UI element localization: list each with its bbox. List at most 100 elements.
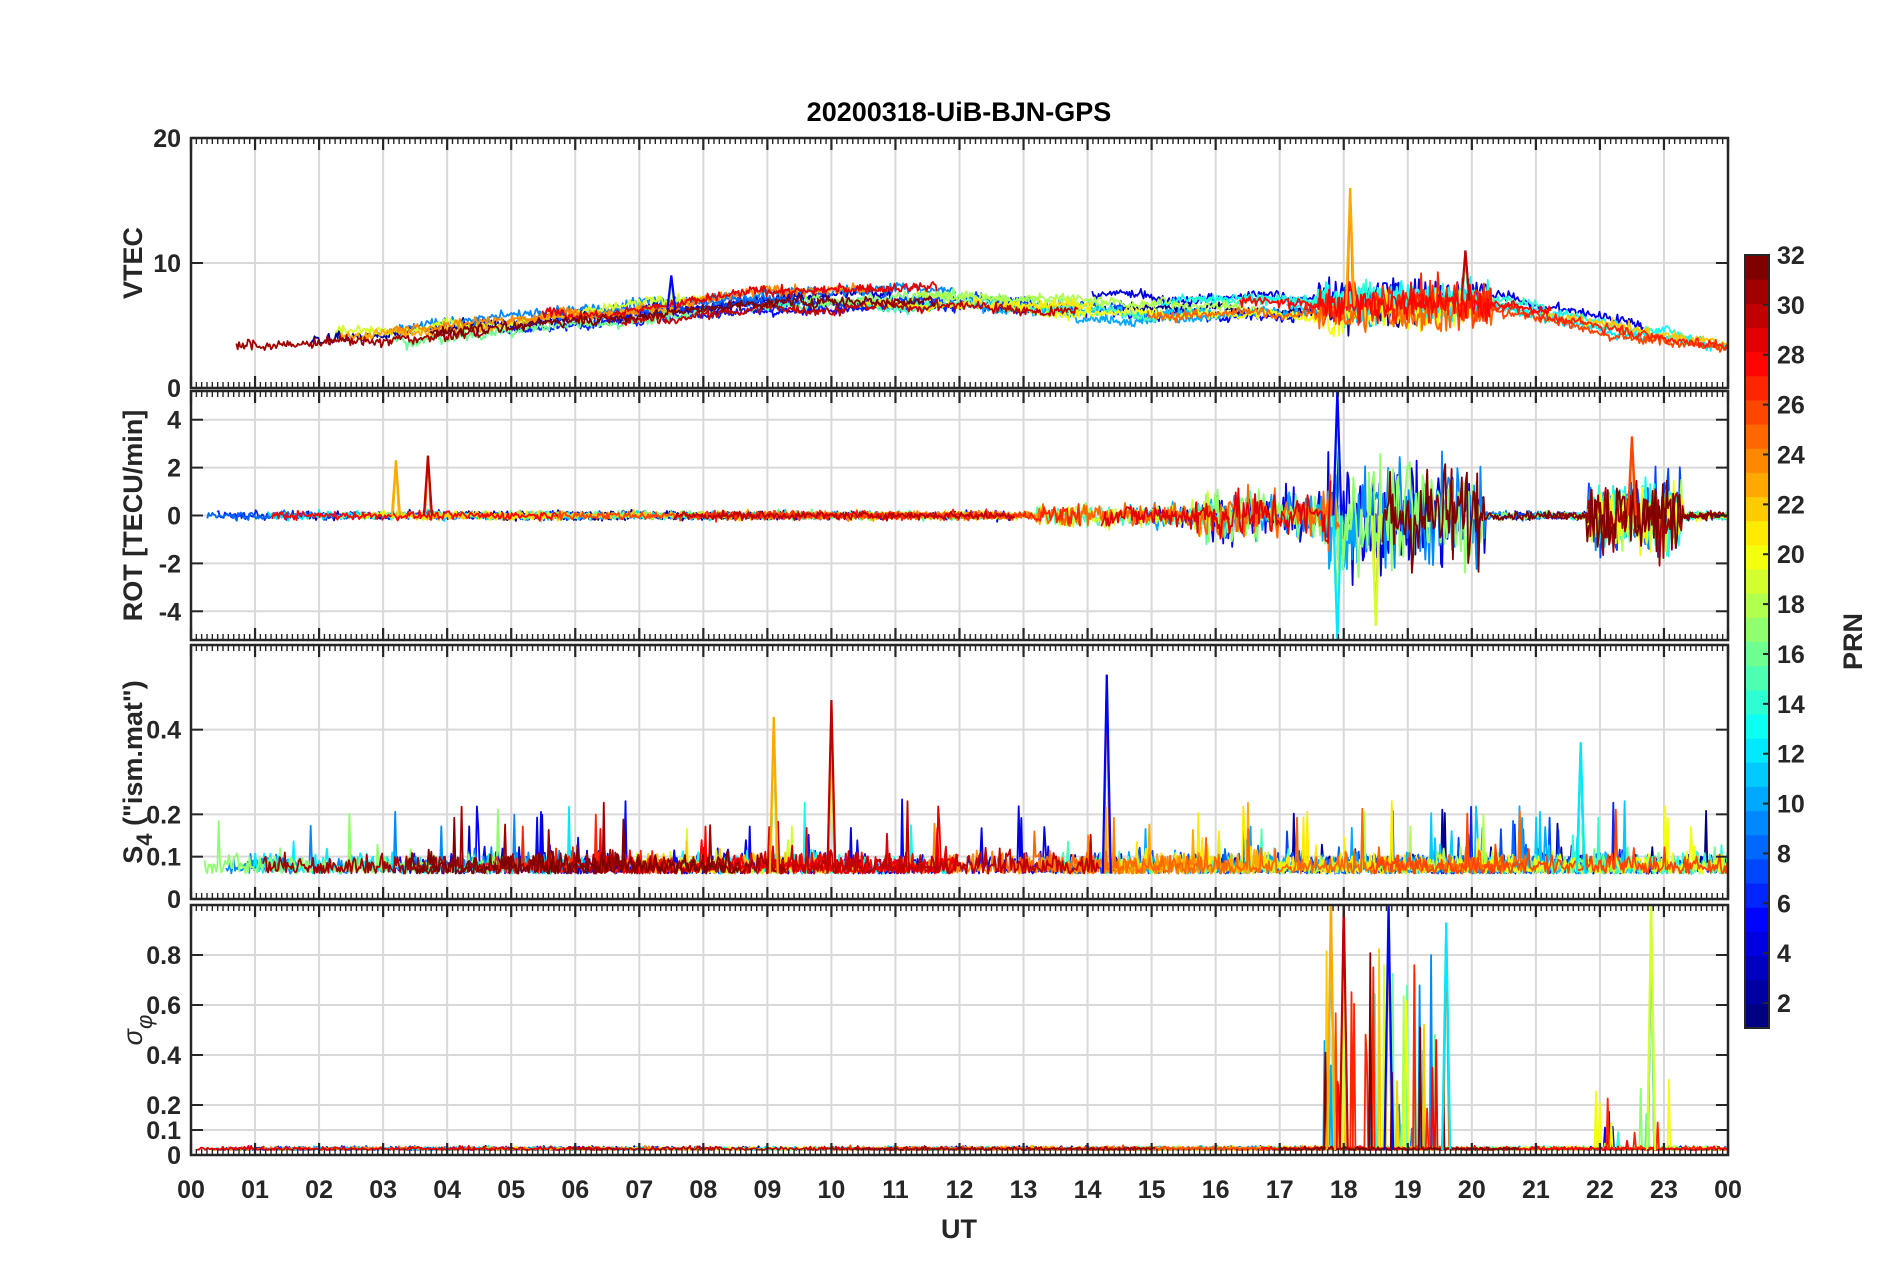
series-line-prn-18 xyxy=(915,290,1261,313)
colorbar-tick-label: 18 xyxy=(1777,591,1805,619)
colorbar-band xyxy=(1745,738,1769,763)
colorbar-band xyxy=(1745,544,1769,570)
colorbar-band xyxy=(1745,907,1769,932)
peak-mark xyxy=(1626,436,1638,516)
colorbar-tick-label: 28 xyxy=(1777,342,1805,370)
colorbar-tick-label: 14 xyxy=(1777,691,1805,719)
x-tick-label: 02 xyxy=(305,1176,333,1204)
colorbar-tick-label: 10 xyxy=(1777,791,1805,819)
colorbar-band xyxy=(1745,569,1769,594)
series-line-prn-32 xyxy=(429,294,936,338)
colorbar-tick-label: 4 xyxy=(1777,940,1791,968)
series-line-prn-29 xyxy=(541,280,938,322)
series-rot xyxy=(206,391,1728,640)
series-line-prn-28 xyxy=(1238,281,1552,325)
colorbar-band xyxy=(1745,955,1769,981)
series-s4 xyxy=(203,674,1728,875)
axes-s4: 0 0.1 0.2 0.4 xyxy=(146,643,1730,914)
axes-sigma: 00.10.2 0.4 0.6 0.8 xyxy=(146,903,1730,1170)
x-axis-label: UT xyxy=(941,1214,977,1244)
y-axis-label-rot: ROT [TECU/min] xyxy=(118,410,148,621)
x-tick-label: 16 xyxy=(1202,1176,1230,1204)
colorbar-tick-label: 32 xyxy=(1777,242,1805,270)
panel-s4: 0 0.1 0.2 0.4S4 ("ism.mat") xyxy=(118,643,1730,914)
peak-mark xyxy=(422,455,434,516)
colorbar-band xyxy=(1745,810,1769,836)
series-line-prn-31 xyxy=(235,328,487,352)
series-line-prn-8 xyxy=(206,509,460,522)
series-line-prn-32 xyxy=(1278,952,1520,1151)
y-tick-label: -2 xyxy=(159,550,181,578)
peak-mark xyxy=(1575,742,1586,874)
x-tick-label: 17 xyxy=(1266,1176,1294,1204)
peak-mark xyxy=(1441,922,1452,1151)
series-line-prn-32 xyxy=(408,816,740,875)
y-tick-label: 0 xyxy=(167,375,181,403)
y-tick-label: 0.2 xyxy=(146,1092,181,1120)
y-tick-label: 0.2 xyxy=(146,801,181,829)
colorbar-band xyxy=(1745,979,1769,1005)
colorbar-frame xyxy=(1744,254,1770,1029)
colorbar-band xyxy=(1745,858,1769,884)
peak-mark xyxy=(666,275,677,311)
axes-vtec: 0 10 20 xyxy=(153,125,1730,403)
peak-mark xyxy=(1101,674,1112,874)
colorbar-band xyxy=(1745,665,1769,691)
y-tick-label: 0.1 xyxy=(146,1117,181,1145)
colorbar-tick-label: 6 xyxy=(1777,890,1791,918)
peak-mark xyxy=(1646,905,1657,1151)
chart-title: 20200318-UiB-BJN-GPS xyxy=(807,97,1112,127)
series-line-prn-9 xyxy=(1042,954,1563,1151)
colorbar-band xyxy=(1745,424,1769,449)
x-tick-label: 06 xyxy=(561,1176,589,1204)
x-tick-label: 12 xyxy=(946,1176,974,1204)
x-tick-labels: 00 01 02 03 04 05 06 07 08 09 10 11 12 13 14 15 16 17 18 19… xyxy=(177,1176,1742,1204)
colorbar-tick-label: 24 xyxy=(1777,441,1805,469)
grid-sigma xyxy=(190,905,1729,1156)
colorbar-band xyxy=(1745,834,1769,860)
y-tick-label: 0.4 xyxy=(146,717,181,745)
y-axis-label-vtec: VTEC xyxy=(118,227,148,299)
x-tick-label: 08 xyxy=(689,1176,717,1204)
series-line-prn-24 xyxy=(392,282,871,333)
x-tick-label: 21 xyxy=(1522,1176,1550,1204)
colorbar-tick-label: 30 xyxy=(1777,292,1805,320)
colorbar-tick-label: 26 xyxy=(1777,392,1805,420)
x-tick-label: 03 xyxy=(369,1176,397,1204)
series-line-prn-21 xyxy=(859,297,1094,313)
peak-mark xyxy=(1370,515,1381,626)
series-line-prn-30 xyxy=(777,800,1101,875)
colorbar-tick-label: 22 xyxy=(1777,491,1805,519)
colorbar-tick-label: 2 xyxy=(1777,990,1791,1018)
series-line-prn-29 xyxy=(196,1144,621,1151)
x-tick-label: 04 xyxy=(433,1176,461,1204)
y-tick-label: 20 xyxy=(153,125,181,153)
panel-sigma: 00.10.2 0.4 0.6 0.8 σφ xyxy=(118,903,1730,1170)
y-tick-label: 0.1 xyxy=(146,844,181,872)
peak-mark xyxy=(768,716,779,874)
colorbar-band xyxy=(1745,472,1769,498)
y-tick-label: 0.6 xyxy=(146,992,181,1020)
colorbar-band xyxy=(1745,689,1769,715)
series-line-prn-18 xyxy=(1138,995,1574,1151)
axes-rot: -4 -2 0 2 4 xyxy=(159,389,1730,642)
peak-mark xyxy=(1325,905,1337,1151)
panel-rot: -4 -2 0 2 4 ROT [TECU/min] xyxy=(118,389,1730,642)
peak-mark xyxy=(1332,391,1343,516)
y-tick-label: 0.8 xyxy=(146,942,181,970)
colorbar-tick-label: 8 xyxy=(1777,840,1791,868)
series-line-prn-10 xyxy=(908,284,1374,328)
peak-mark xyxy=(1383,905,1394,1151)
peak-mark xyxy=(1460,250,1471,301)
series-sigma xyxy=(196,905,1728,1151)
colorbar-band xyxy=(1745,931,1769,957)
colorbar-band xyxy=(1745,496,1769,522)
y-tick-label: 0 xyxy=(167,1142,181,1170)
colorbar-band xyxy=(1745,255,1769,280)
series-line-prn-25 xyxy=(1146,289,1499,334)
series-line-prn-28 xyxy=(271,509,559,522)
x-tick-label: 14 xyxy=(1074,1176,1102,1204)
colorbar-band xyxy=(1745,1003,1769,1029)
